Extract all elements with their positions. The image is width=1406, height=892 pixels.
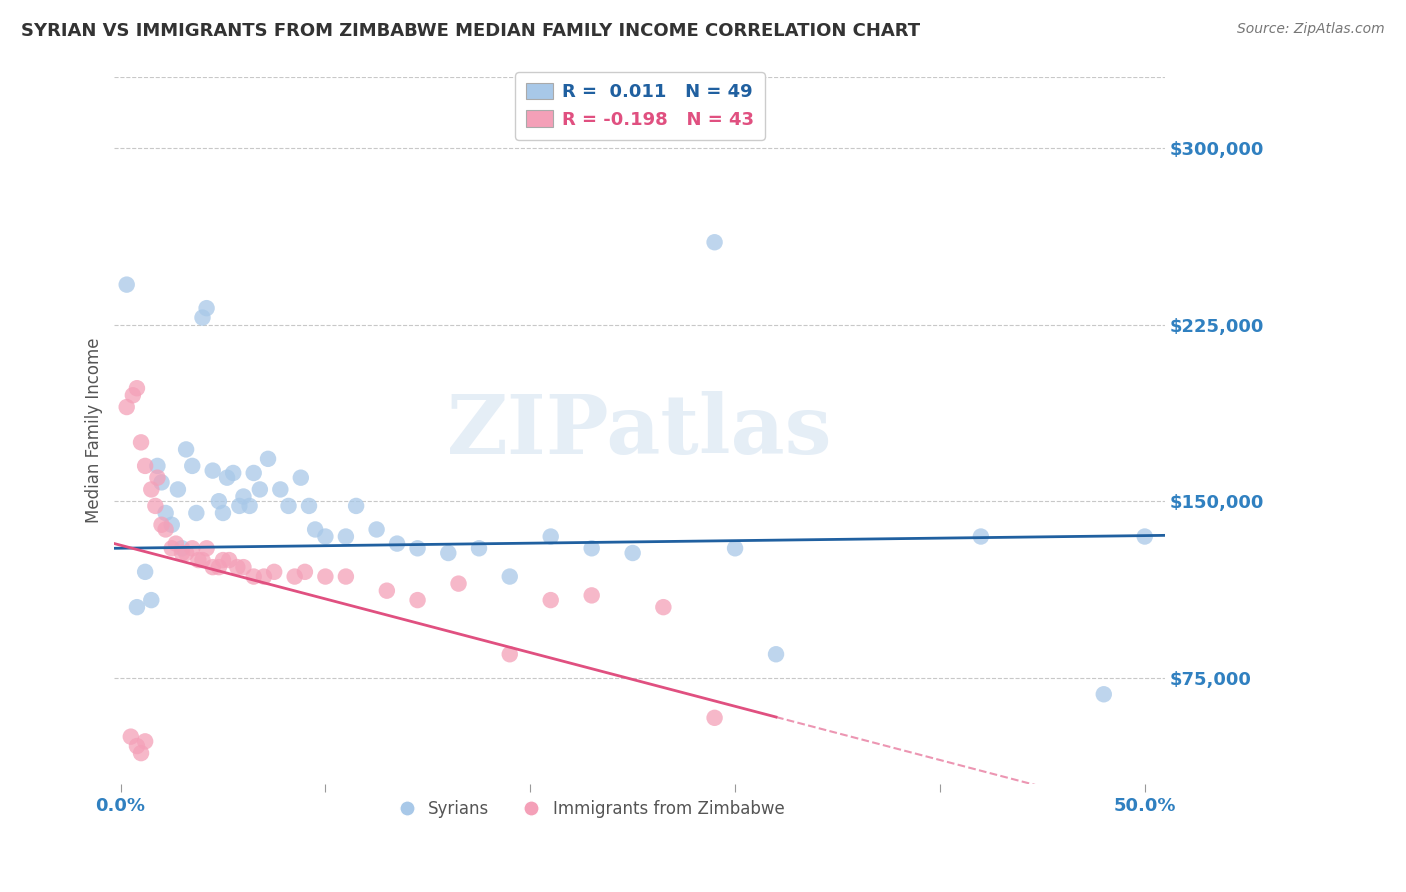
Point xyxy=(174,442,197,457)
Point xyxy=(228,499,250,513)
Point xyxy=(120,730,142,744)
Point xyxy=(208,494,231,508)
Point xyxy=(201,560,224,574)
Point xyxy=(257,451,280,466)
Point xyxy=(314,569,336,583)
Point xyxy=(155,506,177,520)
Point xyxy=(141,483,163,497)
Point xyxy=(290,471,312,485)
Point xyxy=(703,711,725,725)
Point xyxy=(1092,687,1115,701)
Point xyxy=(187,553,209,567)
Point xyxy=(499,569,522,583)
Point xyxy=(201,464,224,478)
Point xyxy=(298,499,321,513)
Point xyxy=(294,565,316,579)
Point xyxy=(703,235,725,250)
Point xyxy=(222,466,245,480)
Point xyxy=(249,483,271,497)
Point xyxy=(155,523,177,537)
Point xyxy=(181,541,204,556)
Point xyxy=(125,739,148,753)
Text: ZIPatlas: ZIPatlas xyxy=(447,391,832,471)
Point xyxy=(314,529,336,543)
Point xyxy=(385,536,408,550)
Point xyxy=(1133,529,1156,543)
Point xyxy=(499,647,522,661)
Point xyxy=(141,593,163,607)
Point xyxy=(181,458,204,473)
Point xyxy=(115,277,138,292)
Point xyxy=(581,588,603,602)
Point xyxy=(170,546,193,560)
Point xyxy=(335,529,357,543)
Point xyxy=(208,560,231,574)
Point xyxy=(170,541,193,556)
Point xyxy=(335,569,357,583)
Point xyxy=(304,523,326,537)
Point xyxy=(724,541,747,556)
Point xyxy=(212,506,235,520)
Point xyxy=(468,541,491,556)
Point xyxy=(970,529,993,543)
Point xyxy=(165,536,187,550)
Point xyxy=(242,569,264,583)
Point xyxy=(765,647,787,661)
Point xyxy=(366,523,388,537)
Point xyxy=(344,499,367,513)
Point xyxy=(160,517,183,532)
Point xyxy=(129,435,152,450)
Point xyxy=(239,499,262,513)
Point xyxy=(146,471,169,485)
Point xyxy=(226,560,249,574)
Legend: Syrians, Immigrants from Zimbabwe: Syrians, Immigrants from Zimbabwe xyxy=(384,794,792,825)
Point xyxy=(134,565,156,579)
Point xyxy=(125,381,148,395)
Point xyxy=(160,541,183,556)
Point xyxy=(195,541,218,556)
Point xyxy=(652,600,675,615)
Point xyxy=(191,553,214,567)
Point xyxy=(406,593,429,607)
Point xyxy=(121,388,143,402)
Text: SYRIAN VS IMMIGRANTS FROM ZIMBABWE MEDIAN FAMILY INCOME CORRELATION CHART: SYRIAN VS IMMIGRANTS FROM ZIMBABWE MEDIA… xyxy=(21,22,920,40)
Point xyxy=(146,458,169,473)
Point xyxy=(581,541,603,556)
Point xyxy=(125,600,148,615)
Point xyxy=(540,529,562,543)
Point xyxy=(115,400,138,414)
Point xyxy=(195,301,218,315)
Point xyxy=(277,499,299,513)
Point xyxy=(406,541,429,556)
Point xyxy=(269,483,291,497)
Point xyxy=(191,310,214,325)
Point xyxy=(232,490,254,504)
Y-axis label: Median Family Income: Median Family Income xyxy=(86,338,103,524)
Point xyxy=(134,734,156,748)
Point xyxy=(232,560,254,574)
Point xyxy=(218,553,240,567)
Point xyxy=(621,546,644,560)
Point xyxy=(540,593,562,607)
Point xyxy=(145,499,167,513)
Point xyxy=(217,471,239,485)
Point xyxy=(447,576,470,591)
Point xyxy=(174,546,197,560)
Point xyxy=(212,553,235,567)
Point xyxy=(242,466,264,480)
Point xyxy=(284,569,307,583)
Point xyxy=(437,546,460,560)
Point xyxy=(186,506,208,520)
Point xyxy=(375,583,398,598)
Text: Source: ZipAtlas.com: Source: ZipAtlas.com xyxy=(1237,22,1385,37)
Point xyxy=(134,458,156,473)
Point xyxy=(253,569,276,583)
Point xyxy=(263,565,285,579)
Point xyxy=(129,746,152,760)
Point xyxy=(150,475,173,490)
Point xyxy=(167,483,190,497)
Point xyxy=(150,517,173,532)
